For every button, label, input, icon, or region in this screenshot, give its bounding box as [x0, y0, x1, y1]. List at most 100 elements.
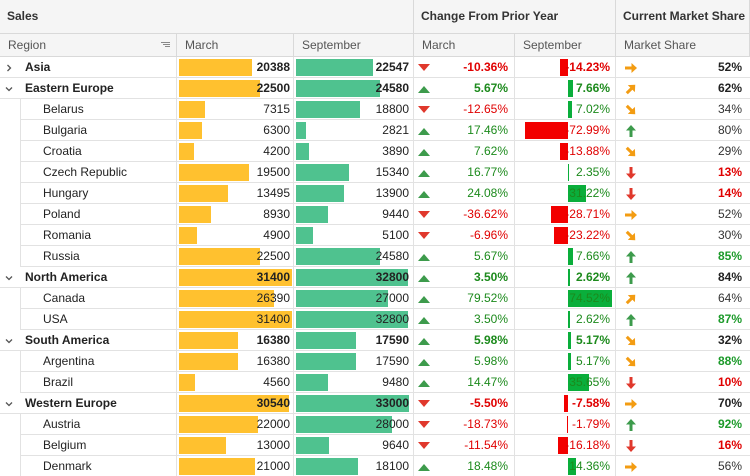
expand-button[interactable]	[4, 273, 14, 283]
col-line	[514, 267, 515, 288]
change-march-value: 17.46%	[467, 123, 508, 137]
arrow-shape	[625, 84, 636, 95]
trend-arrow	[626, 167, 636, 179]
change-march-value: -10.36%	[463, 60, 508, 74]
september-bar	[296, 185, 344, 202]
col-line	[293, 267, 294, 288]
col-line	[615, 456, 616, 476]
change-september-bar	[568, 185, 587, 202]
column-header-text: Region	[8, 38, 47, 52]
col-line	[293, 330, 294, 351]
down-triangle	[418, 232, 430, 239]
march-value: 16380	[256, 354, 290, 368]
change-september-value: -28.71%	[565, 207, 610, 221]
group-row: Asia 20388 22547 -10.36% -14.23% 52%	[0, 57, 750, 78]
col-line	[293, 183, 294, 204]
arrow	[626, 314, 636, 326]
up-triangle	[418, 128, 430, 135]
indent-line	[20, 204, 21, 225]
change-september-bar	[568, 290, 612, 307]
chevron	[7, 64, 12, 72]
change-september-bar	[568, 458, 577, 475]
col-line	[514, 225, 515, 246]
data-row: Poland 8930 9440 -36.62% -28.71% 52%	[0, 204, 750, 225]
change-march-value: 5.98%	[473, 354, 508, 368]
row-line	[20, 308, 750, 309]
triangle	[418, 149, 430, 156]
march-bar	[179, 311, 292, 328]
column-header[interactable]: September	[294, 34, 414, 57]
march-value: 31400	[256, 270, 290, 284]
col-line	[176, 435, 177, 456]
band-header: Current Market Share	[616, 0, 750, 34]
march-value: 22500	[256, 249, 290, 263]
indent-line	[20, 351, 21, 372]
col-line	[413, 78, 414, 99]
sort-line	[165, 46, 170, 47]
expand-button[interactable]	[4, 63, 14, 73]
march-bar	[179, 227, 197, 244]
expand-button[interactable]	[4, 84, 14, 94]
region-name: South America	[25, 333, 110, 347]
col-line	[176, 120, 177, 141]
arrow	[626, 188, 636, 200]
triangle	[418, 400, 430, 407]
change-september-value: 7.02%	[575, 102, 610, 116]
arrow-shape	[625, 146, 636, 157]
market-share-value: 87%	[717, 312, 742, 326]
indent-line	[20, 435, 21, 456]
september-bar	[296, 227, 314, 244]
change-march-value: 7.62%	[473, 144, 508, 158]
expand-button[interactable]	[4, 336, 14, 346]
arrow	[625, 294, 636, 305]
up-triangle	[418, 254, 430, 261]
arrow-shape	[626, 188, 636, 200]
change-march-value: 24.08%	[467, 186, 508, 200]
september-value: 9440	[382, 207, 409, 221]
col-line	[293, 204, 294, 225]
data-row: Hungary 13495 13900 24.08% 31.22% 14%	[0, 183, 750, 204]
indent-line	[20, 456, 21, 476]
september-bar	[296, 101, 361, 118]
data-row: Austria 22000 28000 -18.73% -1.79% 92%	[0, 414, 750, 435]
arrow	[626, 125, 636, 137]
up-triangle	[418, 149, 430, 156]
col-line	[413, 414, 414, 435]
change-september-value: -16.18%	[565, 438, 610, 452]
region-name: Canada	[43, 291, 86, 305]
arrow-shape	[625, 294, 636, 305]
march-value: 19500	[256, 165, 290, 179]
change-september-value: -72.99%	[565, 123, 610, 137]
col-line	[615, 372, 616, 393]
region-name: Bulgaria	[43, 123, 88, 137]
col-line	[176, 393, 177, 414]
col-line	[514, 393, 515, 414]
expand-button[interactable]	[4, 399, 14, 409]
march-value: 20388	[256, 60, 290, 74]
sort-icon[interactable]	[160, 41, 170, 51]
data-row: Belgium 13000 9640 -11.54% -16.18% 16%	[0, 435, 750, 456]
market-share-value: 34%	[717, 102, 742, 116]
row-line	[20, 140, 750, 141]
march-value: 26390	[256, 291, 290, 305]
arrow	[625, 146, 636, 157]
data-row: Romania 4900 5100 -6.96% -23.22% 30%	[0, 225, 750, 246]
september-bar	[296, 164, 349, 181]
column-header[interactable]: September	[515, 34, 616, 57]
march-bar	[179, 332, 238, 349]
data-row: Argentina 16380 17590 5.98% 5.17% 88%	[0, 351, 750, 372]
column-header[interactable]: March	[414, 34, 515, 57]
march-value: 16380	[256, 333, 290, 347]
column-header[interactable]: March	[177, 34, 294, 57]
column-header[interactable]: Region	[0, 34, 177, 57]
change-september-value: 31.22%	[569, 186, 610, 200]
row-line	[20, 245, 750, 246]
col-line	[413, 57, 414, 78]
col-line	[293, 456, 294, 476]
col-line	[176, 183, 177, 204]
september-value: 24580	[375, 249, 409, 263]
up-triangle	[418, 317, 430, 324]
arrow-shape	[626, 125, 636, 137]
col-line	[176, 78, 177, 99]
column-header[interactable]: Market Share	[616, 34, 750, 57]
